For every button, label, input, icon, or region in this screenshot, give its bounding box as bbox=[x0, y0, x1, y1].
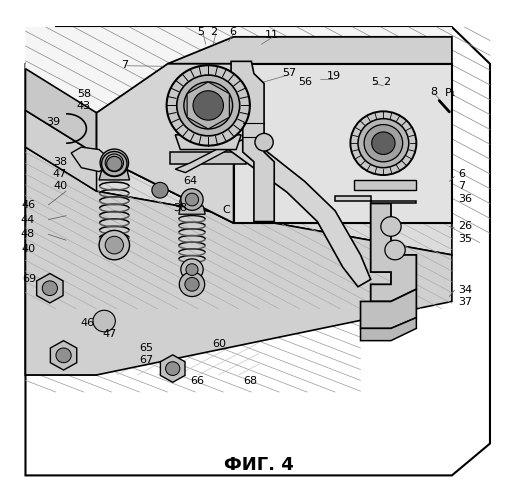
Polygon shape bbox=[71, 147, 114, 172]
Text: 6: 6 bbox=[229, 27, 236, 37]
Polygon shape bbox=[187, 82, 229, 129]
Circle shape bbox=[177, 75, 240, 136]
Circle shape bbox=[372, 132, 395, 154]
Polygon shape bbox=[234, 64, 452, 223]
Text: 58: 58 bbox=[77, 89, 91, 99]
Circle shape bbox=[102, 152, 127, 176]
Polygon shape bbox=[96, 64, 234, 223]
Polygon shape bbox=[96, 113, 452, 223]
Text: 39: 39 bbox=[46, 116, 61, 126]
Circle shape bbox=[100, 149, 128, 176]
Text: 67: 67 bbox=[139, 355, 153, 365]
Text: 44: 44 bbox=[21, 214, 35, 224]
Circle shape bbox=[255, 134, 273, 151]
Polygon shape bbox=[99, 170, 130, 180]
Text: 40: 40 bbox=[21, 244, 35, 254]
Text: 40: 40 bbox=[53, 182, 67, 192]
Circle shape bbox=[350, 112, 416, 175]
Circle shape bbox=[107, 156, 122, 171]
Text: 7: 7 bbox=[458, 182, 466, 192]
Circle shape bbox=[99, 230, 130, 260]
Polygon shape bbox=[25, 147, 96, 375]
Text: 48: 48 bbox=[21, 230, 35, 239]
Text: 43: 43 bbox=[77, 102, 91, 112]
Polygon shape bbox=[50, 340, 77, 370]
Text: 8: 8 bbox=[430, 86, 438, 97]
Polygon shape bbox=[25, 68, 96, 154]
Circle shape bbox=[93, 310, 116, 332]
Circle shape bbox=[166, 362, 180, 376]
Text: 47: 47 bbox=[53, 169, 67, 179]
Circle shape bbox=[385, 240, 405, 260]
Polygon shape bbox=[179, 206, 205, 214]
Text: 56: 56 bbox=[298, 77, 312, 87]
Text: 6: 6 bbox=[458, 169, 466, 179]
Text: 7: 7 bbox=[121, 60, 128, 70]
Polygon shape bbox=[361, 289, 416, 329]
Circle shape bbox=[56, 348, 71, 362]
Text: 2: 2 bbox=[210, 27, 217, 37]
Text: 2: 2 bbox=[383, 77, 391, 87]
Polygon shape bbox=[335, 196, 416, 203]
Polygon shape bbox=[371, 204, 416, 302]
Circle shape bbox=[186, 264, 198, 276]
Polygon shape bbox=[25, 64, 168, 240]
Polygon shape bbox=[354, 180, 416, 190]
Text: 38: 38 bbox=[53, 157, 67, 167]
Polygon shape bbox=[175, 141, 233, 172]
Text: 60: 60 bbox=[212, 339, 226, 349]
Polygon shape bbox=[228, 138, 371, 287]
Polygon shape bbox=[175, 135, 241, 150]
Polygon shape bbox=[25, 27, 490, 475]
Circle shape bbox=[179, 272, 205, 296]
Text: 34: 34 bbox=[458, 285, 472, 295]
Text: 36: 36 bbox=[458, 194, 472, 203]
Circle shape bbox=[381, 216, 401, 236]
Text: 38: 38 bbox=[173, 204, 188, 214]
Polygon shape bbox=[231, 62, 274, 222]
Text: 68: 68 bbox=[243, 376, 257, 386]
Circle shape bbox=[364, 124, 402, 162]
Text: 26: 26 bbox=[458, 222, 472, 232]
Circle shape bbox=[184, 82, 233, 129]
Circle shape bbox=[185, 278, 199, 291]
Text: 65: 65 bbox=[139, 343, 153, 353]
Polygon shape bbox=[168, 37, 452, 64]
Polygon shape bbox=[37, 274, 63, 303]
Polygon shape bbox=[25, 27, 452, 250]
Text: 11: 11 bbox=[265, 30, 279, 40]
Polygon shape bbox=[170, 152, 247, 164]
Circle shape bbox=[105, 236, 123, 254]
Polygon shape bbox=[25, 110, 452, 255]
Text: 46: 46 bbox=[80, 318, 94, 328]
Circle shape bbox=[185, 193, 198, 206]
Text: P₁: P₁ bbox=[445, 88, 456, 98]
Text: 64: 64 bbox=[183, 176, 197, 186]
Circle shape bbox=[358, 118, 409, 168]
Text: 57: 57 bbox=[282, 68, 296, 78]
Text: 46: 46 bbox=[21, 200, 35, 210]
Text: C: C bbox=[222, 205, 230, 215]
Circle shape bbox=[105, 154, 123, 172]
Polygon shape bbox=[361, 318, 416, 340]
Circle shape bbox=[152, 182, 168, 198]
Text: 37: 37 bbox=[458, 298, 472, 308]
Circle shape bbox=[167, 66, 250, 146]
Text: 69: 69 bbox=[22, 274, 37, 284]
Text: 47: 47 bbox=[102, 330, 117, 340]
Circle shape bbox=[180, 194, 196, 210]
Circle shape bbox=[193, 91, 223, 120]
Text: 35: 35 bbox=[458, 234, 472, 243]
Polygon shape bbox=[25, 110, 96, 191]
Text: 5: 5 bbox=[197, 27, 204, 37]
Polygon shape bbox=[25, 147, 452, 375]
Polygon shape bbox=[161, 355, 185, 382]
Circle shape bbox=[181, 189, 203, 210]
Circle shape bbox=[42, 281, 57, 295]
Text: ФИГ. 4: ФИГ. 4 bbox=[224, 456, 294, 473]
Text: 66: 66 bbox=[190, 376, 204, 386]
Circle shape bbox=[181, 259, 203, 280]
Text: 19: 19 bbox=[327, 71, 341, 81]
Text: 5: 5 bbox=[371, 77, 378, 87]
